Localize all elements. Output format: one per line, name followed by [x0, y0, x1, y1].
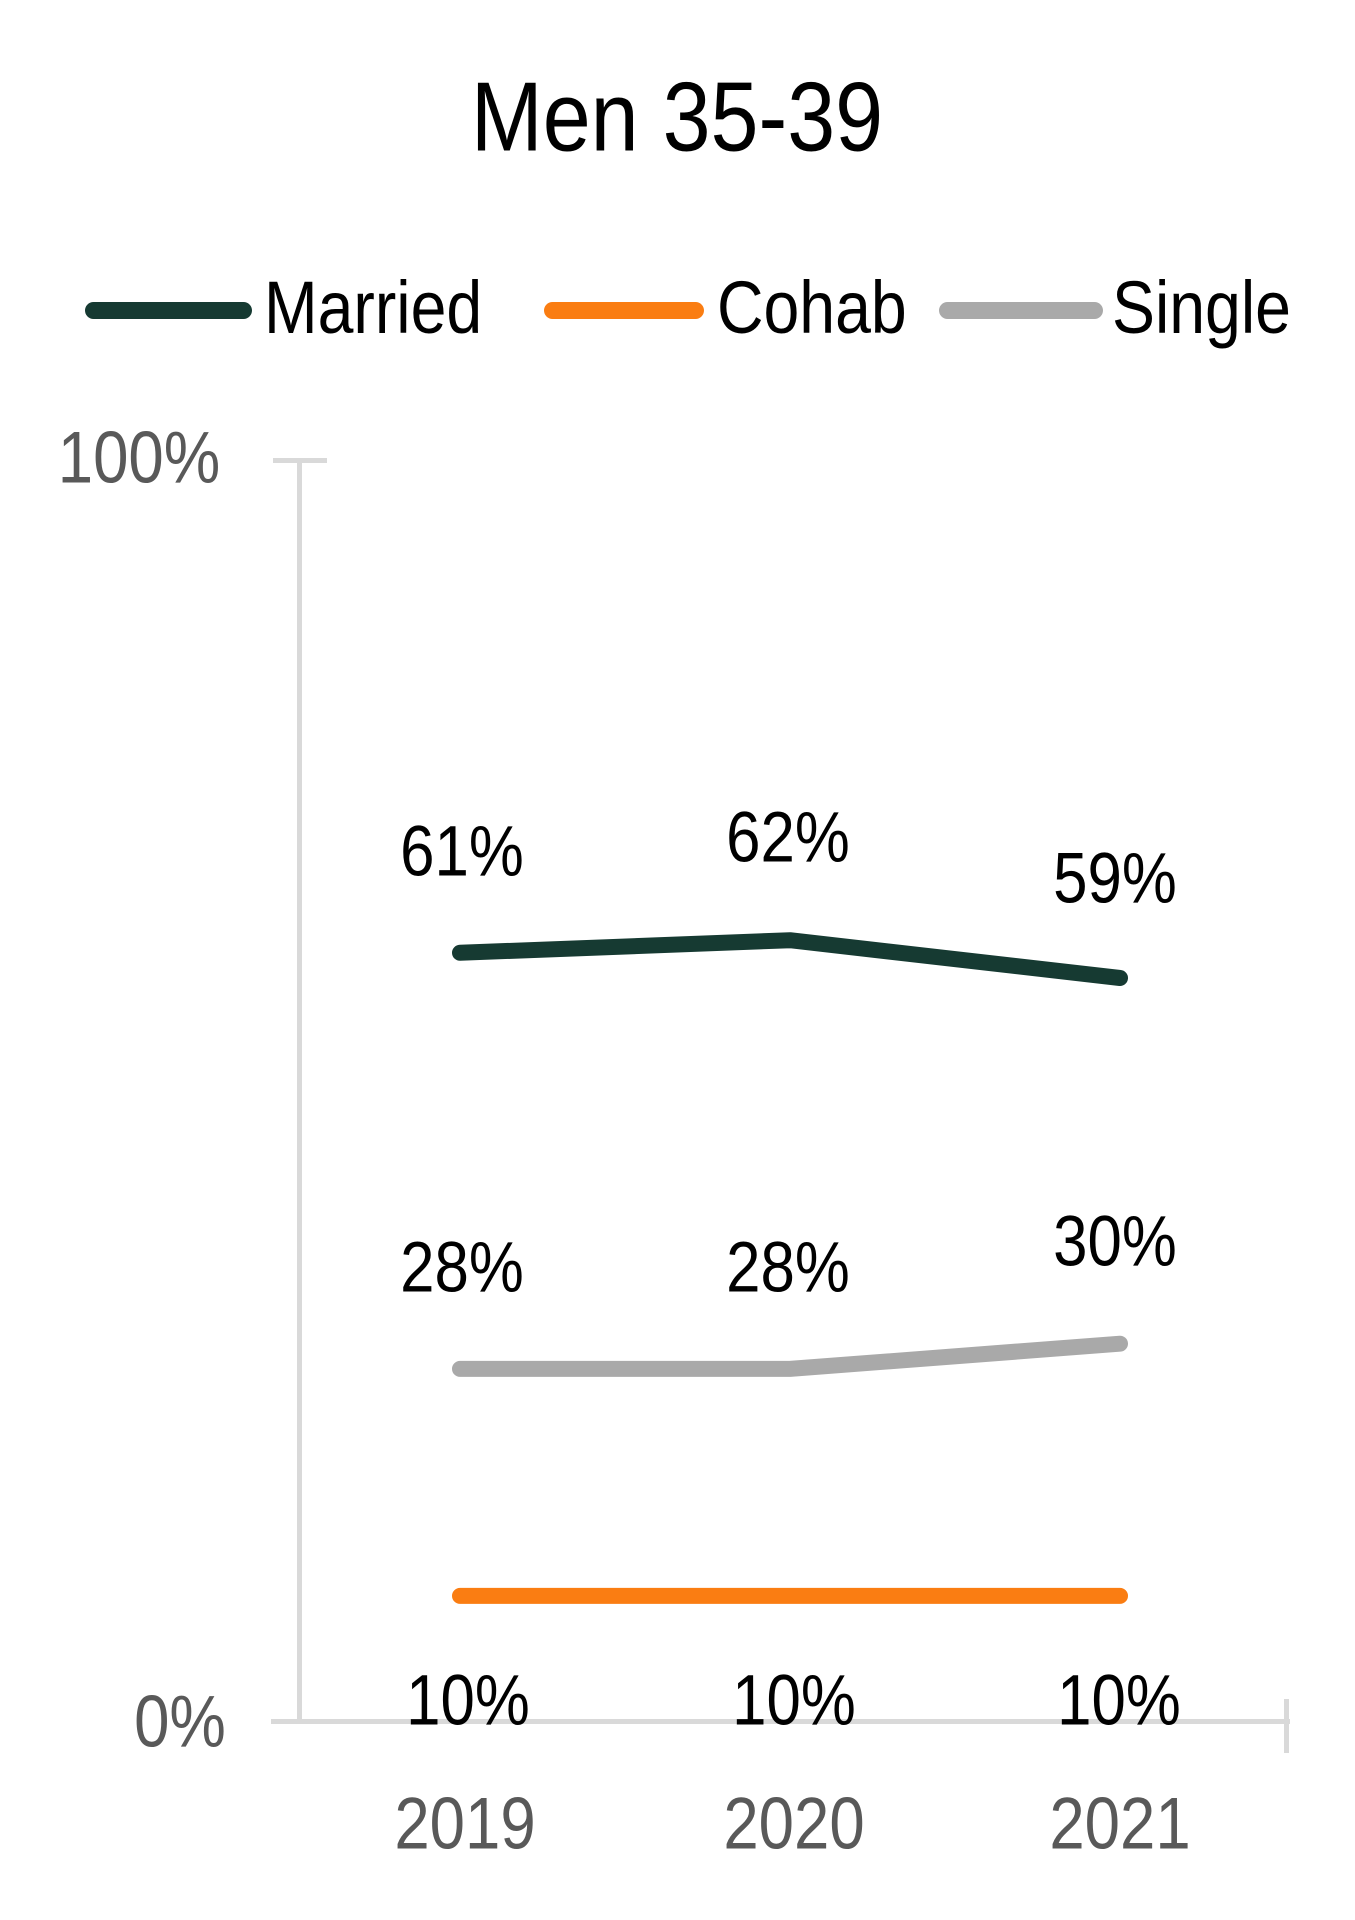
x-tick-label-2019: 2019 [394, 1783, 536, 1865]
single-line [452, 1335, 1128, 1377]
chart-title: Men 35-39 [470, 61, 884, 172]
legend-swatch-cohab [544, 302, 704, 319]
y-axis-line [297, 461, 302, 1722]
legend-swatch-married [85, 302, 252, 319]
data-label-cohab-2021: 10% [1057, 1661, 1181, 1741]
x-axis-right-tick [1284, 1699, 1289, 1753]
data-label-single-2019: 28% [400, 1228, 524, 1308]
y-tick-label-0: 0% [134, 1681, 226, 1763]
x-axis-line [271, 1719, 1290, 1724]
legend-label-single: Single [1112, 266, 1291, 350]
data-label-cohab-2019: 10% [406, 1661, 530, 1741]
data-label-single-2020: 28% [726, 1228, 850, 1308]
x-tick-label-2021: 2021 [1049, 1783, 1191, 1865]
data-label-married-2021: 59% [1053, 839, 1177, 919]
y-axis-top-tick [273, 458, 327, 463]
legend-label-cohab: Cohab [717, 266, 907, 350]
data-label-cohab-2020: 10% [732, 1661, 856, 1741]
legend-label-married: Married [264, 266, 483, 350]
married-line [452, 932, 1128, 986]
data-label-single-2021: 30% [1053, 1202, 1177, 1282]
y-tick-label-100: 100% [57, 417, 221, 499]
legend-swatch-single [939, 302, 1103, 319]
data-label-married-2020: 62% [726, 798, 850, 878]
x-tick-label-2020: 2020 [723, 1783, 865, 1865]
data-label-married-2019: 61% [400, 812, 524, 892]
